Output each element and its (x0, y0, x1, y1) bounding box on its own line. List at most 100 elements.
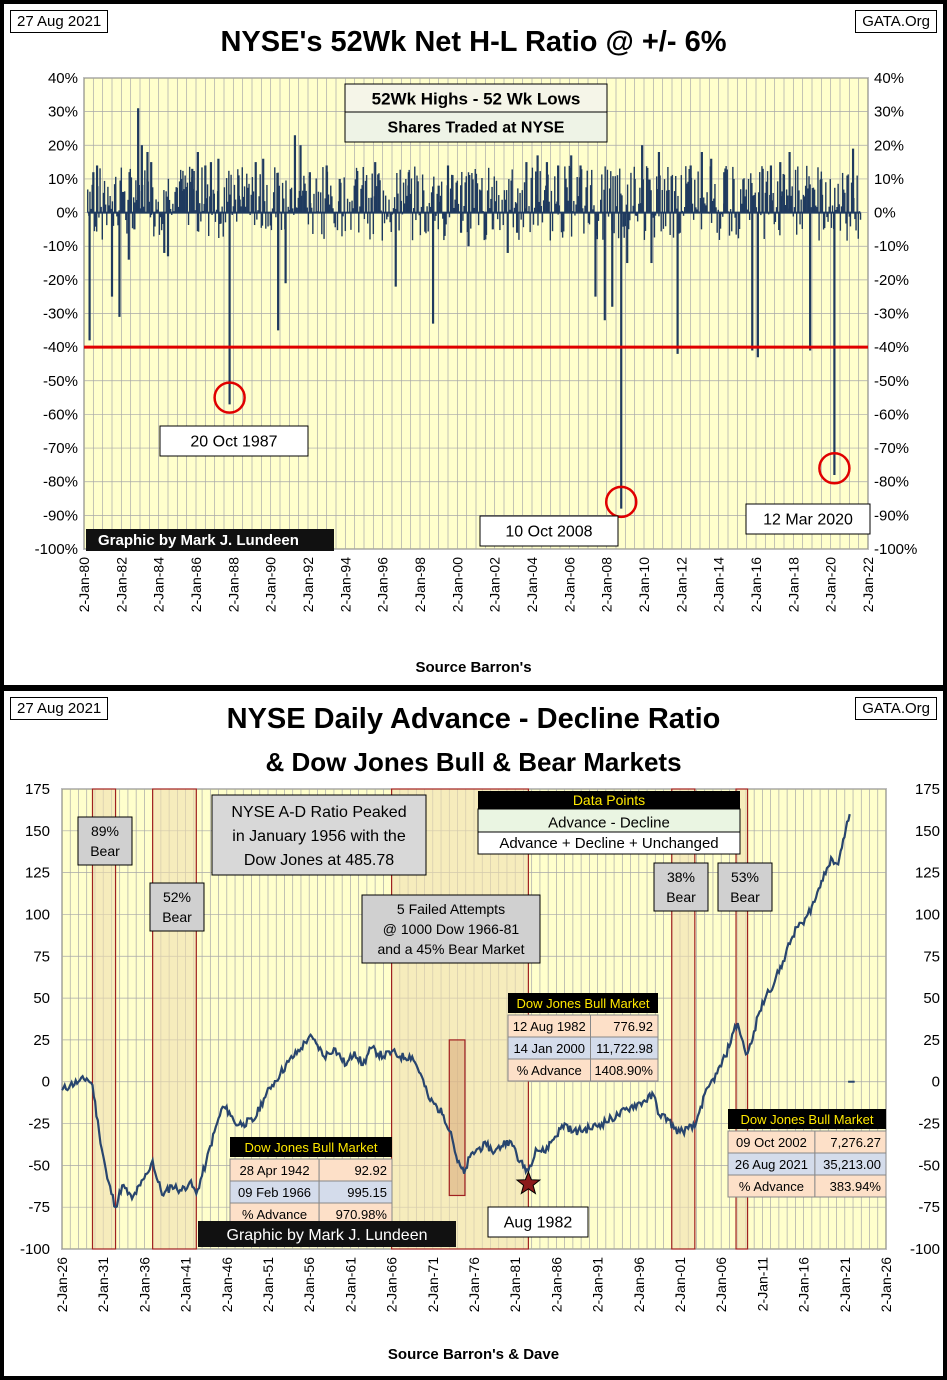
crash-circle (213, 381, 246, 414)
x-tick-label: 2-Jan-16 (748, 557, 764, 612)
crash-date-label-line: 12 Mar 2020 (763, 512, 853, 529)
x-tick-label: 2-Jan-41 (178, 1257, 194, 1312)
x-tick-label: 2-Jan-76 (466, 1257, 482, 1312)
bull-table-row-value: 776.92 (613, 1019, 653, 1034)
y-tick-label-right: -75 (918, 1199, 940, 1216)
bull-table-row-label: 26 Aug 2021 (735, 1157, 808, 1172)
failed-attempts-note-line: 5 Failed Attempts (397, 901, 505, 917)
bull-table-row-label: 09 Feb 1966 (238, 1185, 311, 1200)
y-tick-label-left: 50 (33, 990, 50, 1007)
bull-table-row-label: 28 Apr 1942 (239, 1163, 309, 1178)
y-tick-label-left: 125 (25, 865, 50, 882)
chart-subtitle: & Dow Jones Bull & Bear Markets (265, 747, 682, 777)
y-tick-label-right: -25 (918, 1116, 940, 1133)
y-tick-label-right: -80% (874, 474, 909, 491)
bear-label-line: Bear (162, 909, 192, 925)
y-tick-label-left: 40% (48, 70, 78, 87)
bull-table-heading: Dow Jones Bull Market (741, 1112, 874, 1127)
y-tick-label-right: -40% (874, 339, 909, 356)
crash-circle (818, 452, 851, 485)
bear-label-box (717, 862, 773, 912)
bull-table-row-label: % Advance (517, 1063, 582, 1078)
x-axis-label: Source Barron's & Dave (387, 1346, 560, 1363)
x-tick-label: 2-Jan-14 (711, 557, 727, 612)
data-points-heading: Data Points (573, 792, 645, 808)
y-tick-label-right: 10% (874, 171, 904, 188)
bull-table-row-label: % Advance (739, 1179, 804, 1194)
bear-label-line: Bear (666, 889, 696, 905)
x-tick-label: 2-Jan-82 (113, 557, 129, 612)
y-tick-label-right: -100 (910, 1241, 940, 1258)
x-tick-label: 2-Jan-26 (878, 1257, 894, 1312)
y-tick-label-left: 0 (42, 1074, 50, 1091)
credit-box (86, 529, 334, 551)
bear-label-box (653, 862, 709, 912)
x-tick-label: 2-Jan-22 (860, 557, 876, 612)
x-tick-label: 2-Jan-12 (673, 557, 689, 612)
y-tick-label-right: -20% (874, 272, 909, 289)
y-tick-label-right: -70% (874, 440, 909, 457)
x-tick-label: 2-Jan-91 (590, 1257, 606, 1312)
x-tick-label: 2-Jan-56 (301, 1257, 317, 1312)
bear-label-line: Bear (730, 889, 760, 905)
y-tick-label-left: -10% (43, 238, 78, 255)
y-tick-label-right: 50 (923, 990, 940, 1007)
bull-table-row-value: 995.15 (347, 1185, 387, 1200)
y-tick-label-right: -60% (874, 406, 909, 423)
aug-1982-label-line: Aug 1982 (504, 1215, 573, 1232)
x-tick-label: 2-Jan-51 (260, 1257, 276, 1312)
x-tick-label: 2-Jan-86 (548, 1257, 564, 1312)
y-tick-label-left: -90% (43, 507, 78, 524)
x-tick-label: 2-Jan-16 (796, 1257, 812, 1312)
x-tick-label: 2-Jan-00 (449, 557, 465, 612)
y-tick-label-right: 30% (874, 104, 904, 121)
bull-table-row-value: 35,213.00 (823, 1157, 881, 1172)
y-tick-label-left: -50% (43, 373, 78, 390)
data-points-heading-box (478, 791, 740, 809)
aug-1982-star (515, 1170, 542, 1195)
date-label: 27 Aug 2021 (10, 10, 109, 33)
x-tick-label: 2-Jan-71 (425, 1257, 441, 1312)
bull-table-row-value: 383.94% (830, 1179, 882, 1194)
y-tick-label-left: -20% (43, 272, 78, 289)
failed-attempts-note-line: and a 45% Bear Market (377, 941, 524, 957)
y-tick-label-left: 75 (33, 948, 50, 965)
credit-text: Graphic by Mark J. Lundeen (227, 1227, 428, 1244)
y-tick-label-left: -70% (43, 440, 78, 457)
bear-label-line: Bear (90, 843, 120, 859)
y-tick-label-right: 125 (915, 865, 940, 882)
source-badge: GATA.Org (855, 10, 937, 33)
y-tick-label-left: 100 (25, 906, 50, 923)
bull-table-row-label: % Advance (242, 1207, 307, 1222)
bull-table-row-label: 09 Oct 2002 (736, 1135, 807, 1150)
x-tick-label: 2-Jan-94 (337, 557, 353, 612)
x-tick-label: 2-Jan-36 (136, 1257, 152, 1312)
y-tick-label-right: 175 (915, 781, 940, 798)
ad-ratio-line (61, 813, 851, 1209)
data-points-line1-line: Advance - Decline (548, 814, 670, 831)
x-tick-label: 2-Jan-31 (95, 1257, 111, 1312)
credit-box (198, 1221, 456, 1247)
x-tick-label: 2-Jan-21 (837, 1257, 853, 1312)
x-tick-label: 2-Jan-96 (631, 1257, 647, 1312)
bull-table-heading-box (508, 993, 658, 1013)
y-tick-label-left: -25 (28, 1116, 50, 1133)
y-tick-label-right: -50% (874, 373, 909, 390)
failed-attempts-note-box (361, 894, 541, 964)
bear-label-line: 38% (667, 869, 695, 885)
y-tick-label-right: 40% (874, 70, 904, 87)
y-tick-label-right: 20% (874, 137, 904, 154)
y-tick-label-left: 30% (48, 104, 78, 121)
peak-note-box (211, 794, 427, 876)
bull-table-heading-box (728, 1109, 886, 1129)
x-tick-label: 2-Jan-20 (823, 557, 839, 612)
y-tick-label-right: 100 (915, 906, 940, 923)
x-tick-label: 2-Jan-96 (375, 557, 391, 612)
y-tick-label-right: 0 (932, 1074, 940, 1091)
x-tick-label: 2-Jan-04 (524, 557, 540, 612)
crash-date-label-box (479, 515, 619, 547)
bull-table-heading: Dow Jones Bull Market (245, 1140, 378, 1155)
x-tick-label: 2-Jan-08 (599, 557, 615, 612)
bull-table-row-value: 1408.90% (594, 1063, 653, 1078)
peak-note-line: NYSE A-D Ratio Peaked (231, 804, 406, 821)
